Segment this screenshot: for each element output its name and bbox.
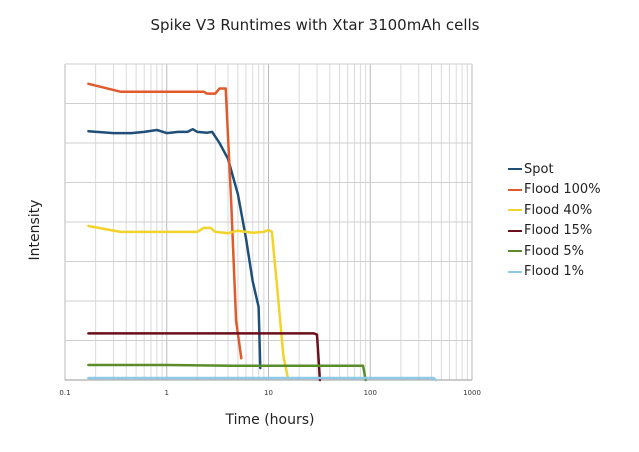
chart-title: Spike V3 Runtimes with Xtar 3100mAh cell… bbox=[151, 16, 480, 34]
legend-label: Flood 100% bbox=[524, 182, 601, 198]
legend-swatch bbox=[508, 270, 522, 273]
legend-swatch bbox=[508, 168, 522, 171]
series-line-flood-40 bbox=[87, 224, 290, 380]
legend-swatch bbox=[508, 209, 522, 212]
legend-label: Flood 40% bbox=[524, 202, 593, 218]
x-axis-label: Time (hours) bbox=[225, 412, 315, 428]
x-tick-label: 0.1 bbox=[59, 389, 70, 397]
series-line-flood-5 bbox=[87, 363, 367, 382]
series-line-flood-15 bbox=[87, 332, 322, 382]
legend-label: Spot bbox=[524, 161, 554, 177]
legend-item: Flood 40% bbox=[508, 200, 601, 221]
x-tick-label: 1 bbox=[165, 389, 169, 397]
y-axis-label: Intensity bbox=[27, 200, 43, 261]
legend-item: Spot bbox=[508, 159, 601, 180]
series-line-flood-100 bbox=[87, 82, 243, 360]
series-lines bbox=[87, 82, 437, 382]
x-axis-ticks: 0.1 1 10 100 1000 bbox=[59, 389, 480, 397]
legend-item: Flood 1% bbox=[508, 262, 601, 283]
x-tick-label: 1000 bbox=[463, 389, 481, 397]
legend-item: Flood 100% bbox=[508, 180, 601, 201]
x-tick-label: 100 bbox=[364, 389, 377, 397]
legend-label: Flood 5% bbox=[524, 243, 585, 259]
legend-item: Flood 5% bbox=[508, 241, 601, 262]
legend-item: Flood 15% bbox=[508, 221, 601, 242]
series-line-spot bbox=[87, 127, 262, 370]
x-tick-label: 10 bbox=[264, 389, 273, 397]
legend-label: Flood 15% bbox=[524, 223, 593, 239]
legend-swatch bbox=[508, 229, 522, 232]
chart-legend: Spot Flood 100% Flood 40% Flood 15% Flood 5%… bbox=[508, 159, 601, 282]
series-line-flood-1 bbox=[87, 376, 437, 382]
legend-swatch bbox=[508, 250, 522, 253]
legend-label: Flood 1% bbox=[524, 264, 585, 280]
legend-swatch bbox=[508, 188, 522, 191]
